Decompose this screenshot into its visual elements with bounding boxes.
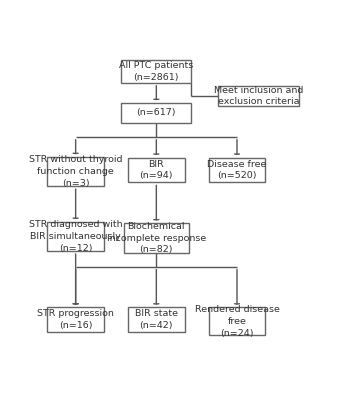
FancyBboxPatch shape — [124, 223, 189, 253]
FancyBboxPatch shape — [128, 308, 185, 332]
Text: (n=617): (n=617) — [137, 108, 176, 117]
FancyBboxPatch shape — [121, 60, 191, 83]
Text: Biochemical
incomplete response
(n=82): Biochemical incomplete response (n=82) — [107, 222, 206, 254]
Text: Rendered disease
free
(n=24): Rendered disease free (n=24) — [195, 305, 279, 338]
Text: BIR state
(n=42): BIR state (n=42) — [135, 310, 178, 330]
FancyBboxPatch shape — [48, 308, 104, 332]
Text: STR progression
(n=16): STR progression (n=16) — [37, 310, 114, 330]
Text: BIR
(n=94): BIR (n=94) — [139, 160, 173, 180]
FancyBboxPatch shape — [218, 86, 299, 106]
FancyBboxPatch shape — [209, 158, 265, 182]
FancyBboxPatch shape — [48, 222, 104, 251]
Text: STR without thyroid
function change
(n=3): STR without thyroid function change (n=3… — [29, 155, 122, 188]
FancyBboxPatch shape — [121, 103, 191, 123]
FancyBboxPatch shape — [209, 308, 265, 335]
FancyBboxPatch shape — [128, 158, 185, 182]
Text: Meet inclusion and
exclusion criteria: Meet inclusion and exclusion criteria — [214, 85, 303, 106]
FancyBboxPatch shape — [48, 157, 104, 186]
Text: Disease free
(n=520): Disease free (n=520) — [207, 160, 267, 180]
Text: STR diagnosed with
BIR simultaneously
(n=12): STR diagnosed with BIR simultaneously (n… — [29, 220, 122, 253]
Text: All PTC patients
(n=2861): All PTC patients (n=2861) — [119, 61, 193, 82]
